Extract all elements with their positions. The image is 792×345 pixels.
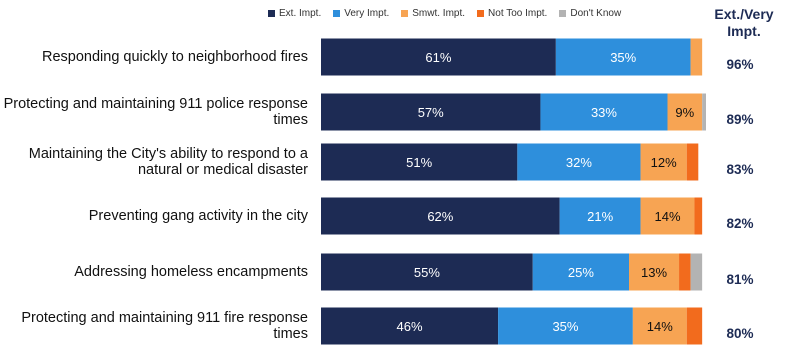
summary-value: 89% (726, 112, 753, 127)
bar-segment (559, 197, 641, 235)
bar-segment (321, 38, 556, 76)
category-label: Protecting and maintaining 911 fire resp… (21, 310, 308, 342)
bar-segment (498, 307, 633, 345)
bar-value-label: 35% (552, 319, 578, 334)
legend-label: Not Too Impt. (488, 8, 548, 19)
bar-segment (686, 143, 699, 181)
bar-value-label: 14% (647, 319, 673, 334)
bar-value-label: 46% (397, 319, 423, 334)
bar-value-label: 61% (425, 50, 451, 65)
summary-header: Ext./Very Impt. (714, 6, 774, 39)
bar-segment (686, 307, 703, 345)
bar-segment (694, 197, 703, 235)
summary-value: 82% (726, 216, 753, 231)
legend-label: Don't Know (570, 8, 622, 19)
bar-segment (690, 38, 703, 76)
bar-value-label: 9% (675, 105, 694, 120)
bar-value-label: 13% (641, 265, 667, 280)
legend-label: Very Impt. (344, 8, 390, 19)
bar-value-label: 12% (651, 155, 677, 170)
bar-segment (690, 253, 703, 291)
bar-segment (517, 143, 641, 181)
legend: Ext. Impt. Very Impt. Smwt. Impt. Not Too I… (268, 8, 633, 19)
summary-value: 80% (726, 326, 753, 341)
bar-segment (555, 38, 691, 76)
bar-value-label: 57% (418, 105, 444, 120)
bar-value-label: 55% (414, 265, 440, 280)
bar-value-label: 14% (654, 209, 680, 224)
legend-swatch (401, 10, 409, 17)
legend-swatch (559, 10, 567, 17)
category-label: Protecting and maintaining 911 police re… (3, 96, 308, 128)
bar-value-label: 32% (566, 155, 592, 170)
bar-segment (321, 93, 541, 131)
bar-segment (321, 143, 518, 181)
legend-entry: Don't Know (559, 8, 621, 19)
legend-label: Ext. Impt. (279, 8, 322, 19)
bar-segment (321, 197, 560, 235)
bar-segment (667, 93, 703, 131)
bar-segment (532, 253, 629, 291)
bar-segment (640, 143, 687, 181)
bar-segment (321, 253, 533, 291)
category-label: Maintaining the City's ability to respon… (28, 146, 308, 178)
summary-value: 83% (726, 162, 753, 177)
summary-value: 96% (726, 57, 753, 72)
category-label: Addressing homeless encampments (74, 264, 308, 280)
bar-segment (632, 307, 687, 345)
summary-value: 81% (726, 272, 753, 287)
bar-value-label: 33% (591, 105, 617, 120)
bar-segment (702, 93, 706, 131)
legend-label: Smwt. Impt. (412, 8, 466, 19)
bar-segment (321, 307, 499, 345)
legend-entry: Very Impt. (333, 8, 389, 19)
bar-segment (640, 197, 695, 235)
legend-entry: Smwt. Impt. (401, 8, 465, 19)
legend-swatch (333, 10, 341, 17)
legend-entry: Not Too Impt. (477, 8, 547, 19)
bar-value-label: 51% (406, 155, 432, 170)
category-label: Responding quickly to neighborhood fires (41, 49, 308, 65)
bar-segment (629, 253, 680, 291)
bar-value-label: 21% (587, 209, 613, 224)
bar-segment (540, 93, 668, 131)
legend-swatch (477, 10, 485, 17)
legend-swatch (268, 10, 275, 17)
bar-value-label: 62% (427, 209, 453, 224)
category-label: Preventing gang activity in the city (88, 208, 308, 224)
bar-value-label: 25% (568, 265, 594, 280)
bar-segment (679, 253, 691, 291)
legend-entry: Ext. Impt. (268, 8, 321, 19)
bar-value-label: 35% (610, 50, 636, 65)
